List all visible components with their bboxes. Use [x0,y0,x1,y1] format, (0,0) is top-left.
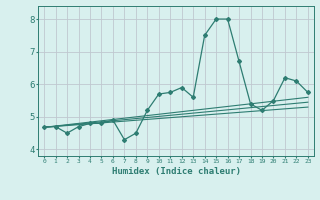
X-axis label: Humidex (Indice chaleur): Humidex (Indice chaleur) [111,167,241,176]
